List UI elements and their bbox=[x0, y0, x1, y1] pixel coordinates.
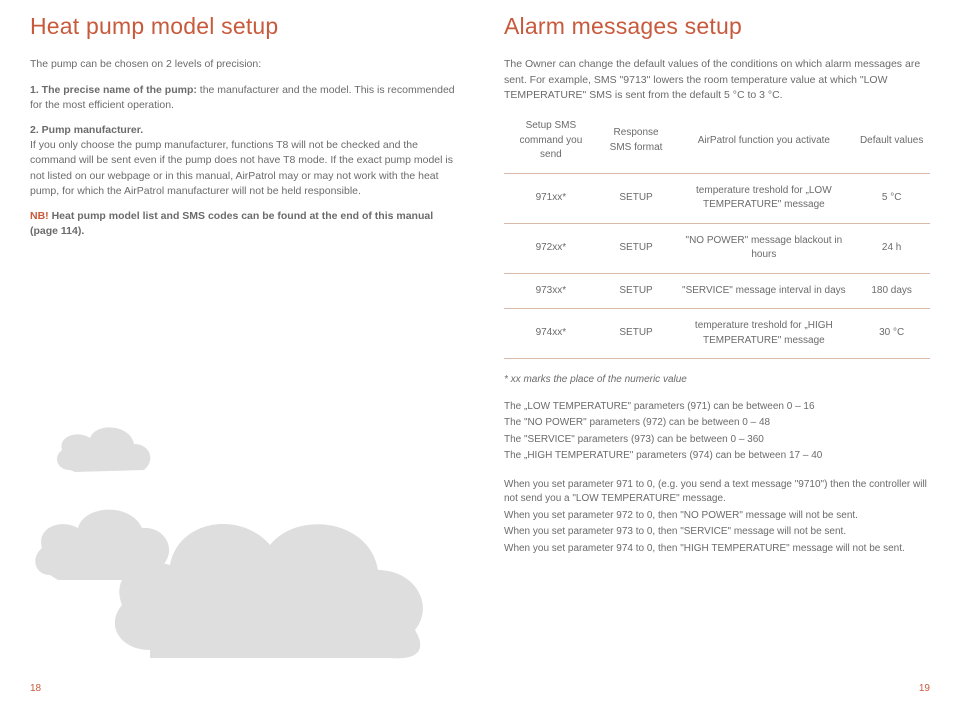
cell: SETUP bbox=[598, 173, 675, 223]
col-header: Default values bbox=[853, 113, 930, 173]
cell: 971xx* bbox=[504, 173, 598, 223]
cell: SETUP bbox=[598, 309, 675, 359]
item2-rest: If you only choose the pump manufacturer… bbox=[30, 139, 453, 197]
table-row: 974xx* SETUP temperature treshold for „H… bbox=[504, 309, 930, 359]
table-row: 973xx* SETUP "SERVICE" message interval … bbox=[504, 273, 930, 309]
table-row: 971xx* SETUP temperature treshold for „L… bbox=[504, 173, 930, 223]
col-header: Response SMS format bbox=[598, 113, 675, 173]
param-list: The „LOW TEMPERATURE" parameters (971) c… bbox=[504, 400, 930, 464]
item1-label: 1. The precise name of the pump: bbox=[30, 84, 197, 96]
explain-line: When you set parameter 973 to 0, then "S… bbox=[504, 525, 930, 540]
cell: 972xx* bbox=[504, 223, 598, 273]
cell: 30 °C bbox=[853, 309, 930, 359]
cell: SETUP bbox=[598, 273, 675, 309]
explain-line: When you set parameter 971 to 0, (e.g. y… bbox=[504, 478, 930, 507]
cell: temperature treshold for „HIGH TEMPERATU… bbox=[674, 309, 853, 359]
nb-line: NB! Heat pump model list and SMS codes c… bbox=[30, 209, 456, 239]
cloud-illustration bbox=[30, 400, 450, 660]
param-line: The "NO POWER" parameters (972) can be b… bbox=[504, 416, 930, 431]
intro-right: The Owner can change the default values … bbox=[504, 57, 930, 103]
item2: 2. Pump manufacturer. If you only choose… bbox=[30, 123, 456, 199]
explain-line: When you set parameter 972 to 0, then "N… bbox=[504, 509, 930, 524]
col-header: Setup SMS command you send bbox=[504, 113, 598, 173]
explain-block: When you set parameter 971 to 0, (e.g. y… bbox=[504, 478, 930, 557]
heading-left: Heat pump model setup bbox=[30, 10, 456, 43]
param-line: The „LOW TEMPERATURE" parameters (971) c… bbox=[504, 400, 930, 415]
cell: temperature treshold for „LOW TEMPERATUR… bbox=[674, 173, 853, 223]
footnote: * xx marks the place of the numeric valu… bbox=[504, 373, 930, 388]
param-line: The „HIGH TEMPERATURE" parameters (974) … bbox=[504, 449, 930, 464]
cell: 974xx* bbox=[504, 309, 598, 359]
page-number-left: 18 bbox=[30, 682, 41, 697]
col-header: AirPatrol function you activate bbox=[674, 113, 853, 173]
cell: "SERVICE" message interval in days bbox=[674, 273, 853, 309]
explain-line: When you set parameter 974 to 0, then "H… bbox=[504, 542, 930, 557]
param-line: The "SERVICE" parameters (973) can be be… bbox=[504, 433, 930, 448]
nb-rest: Heat pump model list and SMS codes can b… bbox=[30, 210, 433, 237]
item2-label: 2. Pump manufacturer. bbox=[30, 124, 143, 136]
alarm-table: Setup SMS command you send Response SMS … bbox=[504, 113, 930, 359]
table-row: 972xx* SETUP "NO POWER" message blackout… bbox=[504, 223, 930, 273]
cell: SETUP bbox=[598, 223, 675, 273]
intro-left: The pump can be chosen on 2 levels of pr… bbox=[30, 57, 456, 72]
cell: 24 h bbox=[853, 223, 930, 273]
cell: 5 °C bbox=[853, 173, 930, 223]
page-number-right: 19 bbox=[919, 682, 930, 697]
cell: 973xx* bbox=[504, 273, 598, 309]
cell: 180 days bbox=[853, 273, 930, 309]
nb-label: NB! bbox=[30, 210, 49, 222]
heading-right: Alarm messages setup bbox=[504, 10, 930, 43]
cell: "NO POWER" message blackout in hours bbox=[674, 223, 853, 273]
item1: 1. The precise name of the pump: the man… bbox=[30, 83, 456, 113]
